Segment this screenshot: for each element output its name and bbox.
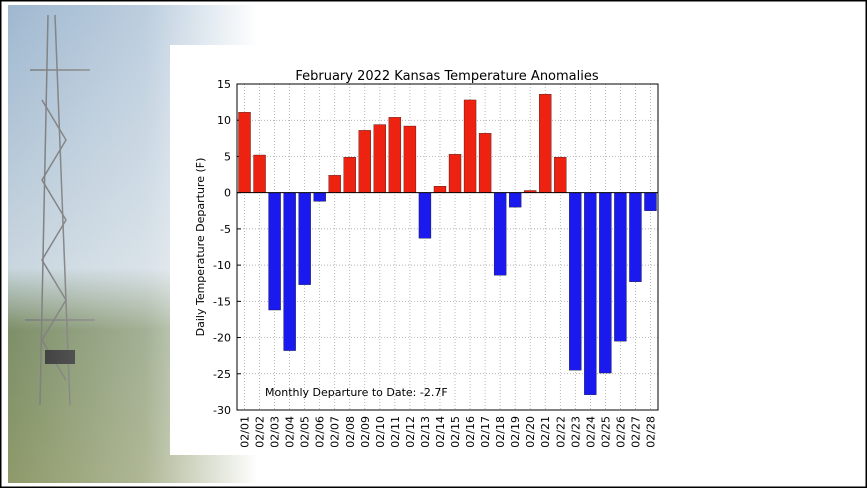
bar	[374, 125, 386, 193]
bar	[569, 193, 581, 370]
bar	[284, 193, 296, 351]
bar	[494, 193, 506, 276]
x-tick-label: 02/09	[359, 416, 372, 448]
y-tick-label: 5	[224, 150, 231, 163]
bar	[314, 193, 326, 202]
x-tick-label: 02/11	[389, 416, 402, 448]
x-tick-label: 02/03	[269, 416, 282, 448]
x-tick-label: 02/25	[599, 416, 612, 448]
x-tick-label: 02/21	[539, 416, 552, 448]
chart-title: February 2022 Kansas Temperature Anomali…	[295, 69, 599, 84]
y-tick-label: 10	[217, 114, 231, 127]
x-tick-label: 02/10	[374, 416, 387, 448]
x-tick-label: 02/23	[569, 416, 582, 448]
x-tick-label: 02/26	[614, 416, 627, 448]
x-tick-label: 02/05	[299, 416, 312, 448]
x-tick-label: 02/16	[464, 416, 477, 448]
y-tick-label: -10	[213, 259, 231, 272]
x-tick-label: 02/02	[254, 416, 267, 448]
x-tick-label: 02/24	[584, 416, 597, 448]
slide: February 2022 Kansas Temperature Anomali…	[0, 0, 867, 488]
y-tick-label: -20	[213, 332, 231, 345]
x-tick-label: 02/06	[314, 416, 327, 448]
bar	[419, 193, 431, 239]
bar	[509, 193, 521, 207]
bar	[344, 157, 356, 192]
y-tick-label: -30	[213, 404, 231, 417]
x-tick-label: 02/08	[344, 416, 357, 448]
annotation: Monthly Departure to Date: -2.7F	[265, 386, 448, 399]
bar	[359, 130, 371, 192]
x-tick-label: 02/19	[509, 416, 522, 448]
x-tick-label: 02/13	[419, 416, 432, 448]
x-tick-label: 02/01	[239, 416, 252, 448]
y-tick-label: 15	[217, 78, 231, 91]
x-tick-label: 02/04	[284, 416, 297, 448]
x-tick-label: 02/28	[644, 416, 657, 448]
x-tick-label: 02/17	[479, 416, 492, 448]
bar	[554, 157, 566, 192]
page: {"chart_data": {"type": "bar", "title": …	[0, 0, 867, 488]
bar	[479, 133, 491, 192]
y-tick-label: -15	[213, 295, 231, 308]
bar	[644, 193, 656, 211]
bar	[404, 126, 416, 193]
x-tick-label: 02/14	[434, 416, 447, 448]
bar	[584, 193, 596, 395]
y-tick-label: -5	[220, 223, 231, 236]
bar	[434, 186, 446, 193]
bar	[614, 193, 626, 342]
bar	[389, 117, 401, 192]
y-tick-label: 0	[224, 187, 231, 200]
x-tick-label: 02/15	[449, 416, 462, 448]
x-tick-label: 02/20	[524, 416, 537, 448]
bar	[299, 193, 311, 285]
y-axis-label: Daily Temperature Departure (F)	[194, 158, 207, 337]
x-tick-label: 02/22	[554, 416, 567, 448]
x-tick-label: 02/12	[404, 416, 417, 448]
y-tick-label: -25	[213, 368, 231, 381]
bar	[464, 100, 476, 193]
x-tick-label: 02/07	[329, 416, 342, 448]
bar	[329, 175, 341, 192]
x-tick-label: 02/18	[494, 416, 507, 448]
bar	[599, 193, 611, 373]
bar	[629, 193, 641, 282]
x-tick-label: 02/27	[629, 416, 642, 448]
bar	[239, 112, 251, 192]
bar	[269, 193, 281, 310]
bar	[539, 94, 551, 193]
bar	[449, 154, 461, 192]
bar	[254, 155, 266, 193]
